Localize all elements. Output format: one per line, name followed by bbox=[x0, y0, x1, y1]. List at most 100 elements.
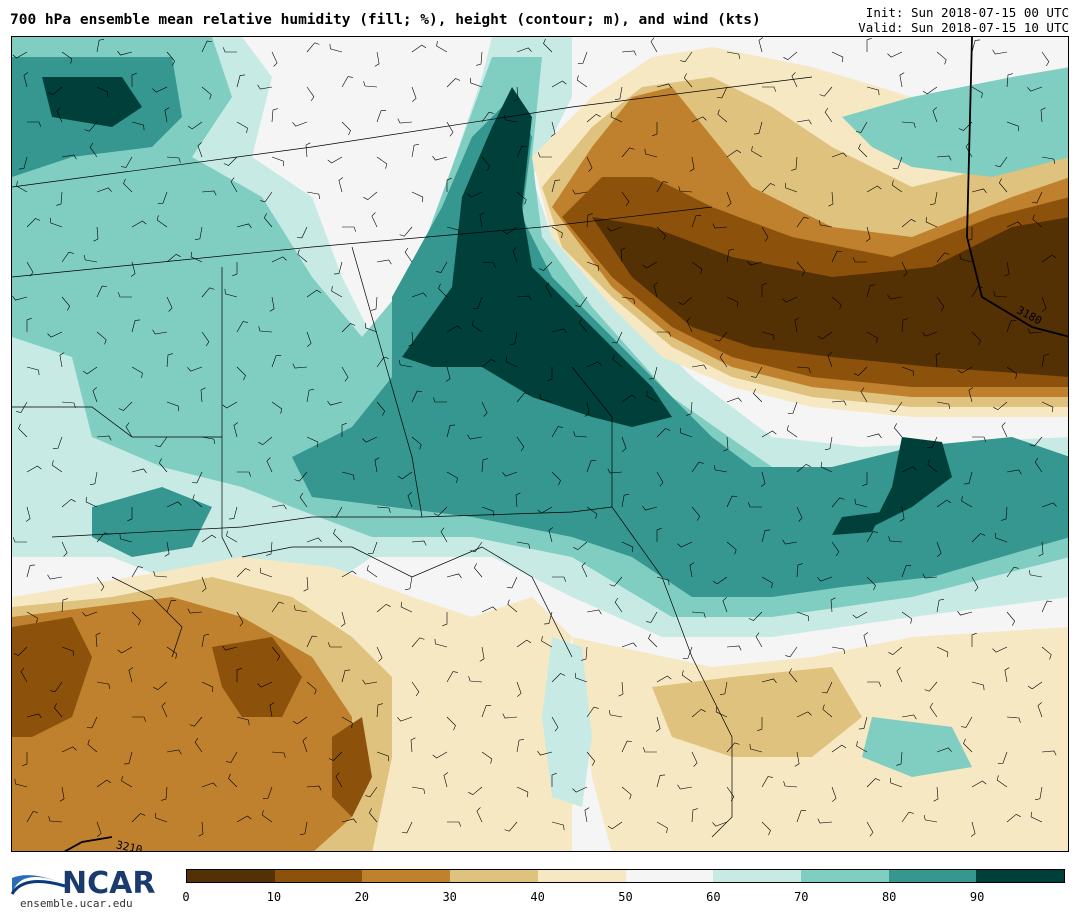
valid-time: Valid: Sun 2018-07-15 10 UTC bbox=[858, 20, 1069, 35]
wind-barb bbox=[260, 191, 273, 203]
wind-barb bbox=[927, 459, 938, 473]
wind-barb bbox=[890, 777, 903, 788]
wind-barb bbox=[782, 296, 798, 303]
wind-barb bbox=[854, 498, 868, 508]
wind-barb bbox=[306, 86, 315, 102]
wind-barb bbox=[131, 611, 141, 626]
wind-barb bbox=[342, 226, 357, 232]
wind-barb bbox=[537, 750, 553, 756]
wind-barb bbox=[333, 261, 343, 275]
wind-barb bbox=[961, 716, 973, 728]
wind-barb bbox=[376, 506, 391, 513]
wind-barb bbox=[691, 116, 707, 123]
wind-barb bbox=[61, 296, 71, 311]
wind-barb bbox=[967, 227, 973, 242]
wind-barb bbox=[963, 471, 973, 485]
wind-barb bbox=[972, 436, 987, 442]
wind-barb bbox=[831, 744, 847, 753]
wind-barb bbox=[572, 786, 588, 793]
wind-barb bbox=[92, 387, 98, 403]
wind-barb bbox=[376, 401, 386, 416]
wind-barb bbox=[971, 39, 981, 53]
wind-barb bbox=[153, 681, 168, 691]
wind-barb bbox=[374, 51, 380, 67]
wind-barb bbox=[368, 808, 378, 823]
colorbar-tick-label: 50 bbox=[618, 890, 633, 904]
wind-barb bbox=[614, 86, 623, 101]
wind-barb bbox=[237, 471, 252, 477]
wind-barb bbox=[551, 673, 566, 683]
wind-barb bbox=[656, 576, 670, 586]
wind-barb bbox=[858, 716, 868, 730]
wind-barb bbox=[936, 155, 952, 161]
wind-barb bbox=[447, 821, 462, 827]
wind-barb bbox=[446, 471, 458, 483]
wind-barb bbox=[367, 541, 378, 554]
wind-barb bbox=[922, 86, 938, 95]
wind-barb bbox=[971, 188, 987, 194]
wind-barb bbox=[331, 506, 343, 518]
wind-barb bbox=[296, 226, 308, 239]
wind-barb bbox=[201, 331, 210, 347]
wind-barb bbox=[155, 436, 168, 448]
wind-barb bbox=[541, 636, 553, 648]
wind-barb bbox=[866, 576, 876, 591]
wind-barb bbox=[970, 821, 976, 837]
wind-barb bbox=[117, 292, 132, 298]
wind-barb bbox=[516, 786, 529, 798]
wind-barb bbox=[201, 40, 213, 53]
wind-barb bbox=[341, 366, 349, 382]
wind-barb bbox=[691, 261, 703, 274]
wind-barb bbox=[761, 226, 769, 242]
wind-barb bbox=[712, 821, 728, 827]
wind-barb bbox=[831, 296, 842, 310]
wind-barb bbox=[712, 576, 728, 585]
wind-barb bbox=[993, 291, 1008, 298]
wind-barb bbox=[831, 646, 846, 655]
wind-barb bbox=[607, 821, 623, 830]
wind-barb bbox=[650, 37, 658, 53]
wind-barb bbox=[852, 611, 868, 619]
wind-barb bbox=[572, 189, 588, 195]
wind-barb bbox=[607, 468, 623, 474]
wind-barb bbox=[258, 326, 273, 333]
wind-barb bbox=[292, 363, 308, 369]
wind-barb bbox=[123, 751, 133, 765]
wind-barb bbox=[936, 296, 945, 312]
wind-barb bbox=[306, 537, 322, 543]
wind-barb bbox=[551, 179, 561, 193]
wind-barb bbox=[788, 668, 798, 683]
wind-barb bbox=[655, 716, 661, 732]
wind-barb bbox=[472, 296, 483, 309]
wind-barb bbox=[516, 392, 530, 403]
wind-barb bbox=[621, 541, 634, 553]
wind-barb bbox=[16, 181, 28, 193]
colorbar-tick-label: 30 bbox=[442, 890, 457, 904]
wind-barb bbox=[1006, 566, 1019, 578]
wind-barb bbox=[502, 471, 518, 477]
wind-barb bbox=[714, 331, 728, 342]
wind-barb bbox=[473, 563, 483, 578]
wind-barb bbox=[365, 786, 378, 798]
wind-barb bbox=[677, 541, 693, 548]
wind-barb bbox=[691, 364, 707, 370]
wind-barb bbox=[656, 774, 666, 788]
wind-barb bbox=[796, 810, 807, 823]
wind-barb bbox=[656, 83, 672, 89]
wind-barb bbox=[551, 80, 567, 88]
wind-barb bbox=[866, 37, 872, 52]
wind-barb bbox=[131, 566, 143, 578]
wind-barb bbox=[713, 464, 728, 473]
wind-barb bbox=[236, 568, 251, 578]
wind-barb bbox=[516, 47, 532, 53]
wind-barb bbox=[865, 226, 871, 242]
colorbar-segment bbox=[713, 870, 801, 882]
wind-barb bbox=[481, 401, 488, 417]
wind-barb bbox=[82, 611, 98, 617]
wind-barb bbox=[923, 814, 938, 823]
wind-barb bbox=[443, 772, 449, 788]
wind-barb bbox=[61, 598, 68, 613]
wind-barb bbox=[791, 72, 798, 88]
wind-barb bbox=[302, 737, 308, 753]
colorbar-tick-label: 60 bbox=[706, 890, 721, 904]
